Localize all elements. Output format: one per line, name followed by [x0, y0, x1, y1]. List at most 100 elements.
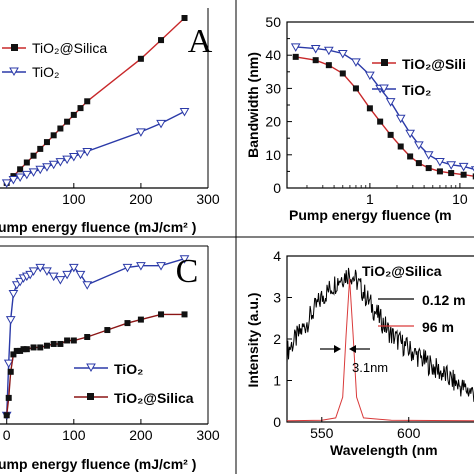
panel-b-legend-label-1: TiO₂ — [402, 82, 431, 98]
data-point-0-5 — [37, 145, 44, 152]
data-point-0-14 — [460, 171, 467, 178]
data-point-1-4 — [13, 347, 20, 354]
data-point-1-15 — [179, 108, 190, 117]
data-point-1-13 — [136, 128, 146, 137]
data-point-1-11 — [75, 150, 86, 160]
panel-c-legend-label-1: TiO₂@Silica — [114, 390, 194, 406]
data-point-0-17 — [82, 281, 93, 290]
data-point-0-11 — [77, 105, 84, 112]
data-point-0-8 — [57, 125, 64, 132]
panel-a-letter: A — [188, 23, 213, 60]
data-point-0-12 — [48, 272, 59, 282]
data-point-1-11 — [423, 151, 434, 160]
x-tick-label-2: 200 — [129, 427, 153, 443]
data-point-0-20 — [156, 262, 166, 271]
y-tick-label-20: 20 — [265, 114, 281, 130]
data-point-0-11 — [425, 165, 432, 172]
data-point-1-19 — [158, 311, 165, 318]
panel-c: 0 100 200 300 C ump energy fluence (mJ/cm² … — [0, 245, 220, 472]
data-point-1-15 — [84, 334, 91, 340]
plot-area — [1, 255, 190, 421]
data-point-1-0 — [1, 179, 12, 188]
x-tick-label-0: 1 — [366, 191, 374, 207]
panel-c-legend-label-0: TiO₂ — [114, 361, 143, 377]
data-point-0-7 — [387, 131, 394, 138]
y-tick-label-2: 2 — [273, 331, 281, 347]
data-point-0-18 — [122, 263, 133, 273]
legend-triangle-marker — [86, 363, 96, 373]
data-point-1-5 — [17, 347, 24, 354]
plot-area — [290, 43, 474, 180]
data-point-0-1 — [3, 359, 14, 369]
data-point-1-13 — [446, 161, 457, 170]
data-point-0-10 — [415, 160, 422, 167]
panel-b-ticks: 1 10 0 10 20 30 40 50 — [265, 14, 467, 207]
y-tick-label-50: 50 — [265, 14, 281, 30]
panel-d-ticks: 550 600 0 1 2 3 4 — [273, 248, 420, 441]
data-point-0-9 — [64, 118, 71, 125]
panel-d-legend-label-0: 0.12 m — [422, 292, 466, 308]
panel-b-legend: TiO₂@Sili TiO₂ — [372, 56, 466, 98]
legend-square-marker — [87, 393, 94, 400]
data-point-1-17 — [124, 320, 131, 327]
x-tick-label-0: 0 — [3, 427, 11, 443]
panel-d-legend: 0.12 m 96 m — [378, 292, 466, 335]
data-point-1-5 — [35, 165, 46, 175]
data-point-1-7 — [385, 98, 396, 107]
data-point-0-6 — [377, 118, 384, 125]
data-point-1-14 — [156, 119, 166, 129]
data-point-0-9 — [28, 267, 39, 276]
data-point-0-15 — [68, 263, 79, 273]
panel-d-marks — [287, 267, 474, 422]
data-point-1-7 — [48, 160, 59, 170]
data-point-0-3 — [23, 159, 30, 166]
data-point-0-15 — [181, 15, 188, 21]
panel-a-legend-label-1: TiO₂ — [32, 64, 59, 80]
x-tick-label-1: 600 — [397, 425, 421, 441]
data-point-1-4 — [351, 58, 361, 67]
y-tick-label-30: 30 — [265, 80, 281, 96]
panel-d-legend-label-1: 96 m — [422, 319, 454, 335]
data-point-0-6 — [43, 139, 50, 146]
data-point-1-8 — [30, 344, 37, 351]
data-point-1-11 — [50, 340, 57, 347]
data-point-1-13 — [64, 337, 71, 344]
panel-c-ticks: 0 100 200 300 — [3, 419, 220, 443]
x-tick-label-3: 300 — [196, 427, 220, 443]
data-point-1-9 — [62, 155, 72, 165]
x-tick-label-1: 10 — [452, 191, 468, 207]
data-point-0-13 — [448, 170, 455, 177]
data-point-0-12 — [436, 168, 443, 175]
data-point-1-8 — [395, 114, 406, 124]
data-point-1-3 — [21, 170, 32, 180]
data-point-0-5 — [366, 105, 373, 112]
data-point-0-19 — [136, 262, 146, 271]
y-tick-label-0: 0 — [273, 414, 281, 430]
data-point-1-14 — [458, 162, 469, 172]
series-line-1 — [287, 278, 474, 422]
data-point-1-14 — [70, 337, 77, 344]
data-point-0-1 — [312, 57, 319, 64]
panel-b: 1 10 0 10 20 30 40 50 Bandwidth (nm) Pump energ… — [245, 14, 474, 223]
data-point-1-2 — [7, 368, 14, 375]
legend-triangle-marker — [9, 67, 19, 77]
data-point-0-9 — [407, 153, 414, 160]
data-point-1-4 — [28, 168, 39, 177]
data-point-1-1 — [310, 45, 321, 54]
panel-c-legend: TiO₂ TiO₂@Silica — [74, 361, 194, 406]
data-point-1-1 — [5, 394, 12, 401]
arrowhead-left-icon — [349, 345, 356, 353]
panel-a-marks — [1, 15, 190, 188]
data-point-0-10 — [35, 263, 46, 273]
data-point-0-3 — [339, 70, 346, 77]
data-point-0-10 — [70, 111, 77, 118]
data-point-0-3 — [8, 290, 19, 299]
legend-triangle-marker — [379, 84, 389, 94]
panel-d-x-label: Wavelength (nm — [330, 442, 438, 458]
data-point-1-8 — [55, 158, 66, 167]
data-point-1-0 — [290, 43, 301, 52]
data-point-0-2 — [325, 62, 332, 69]
x-tick-label-0: 100 — [62, 191, 86, 207]
y-tick-label-4: 4 — [273, 248, 281, 264]
panel-b-x-label: Pump energy fluence (m — [289, 207, 452, 223]
